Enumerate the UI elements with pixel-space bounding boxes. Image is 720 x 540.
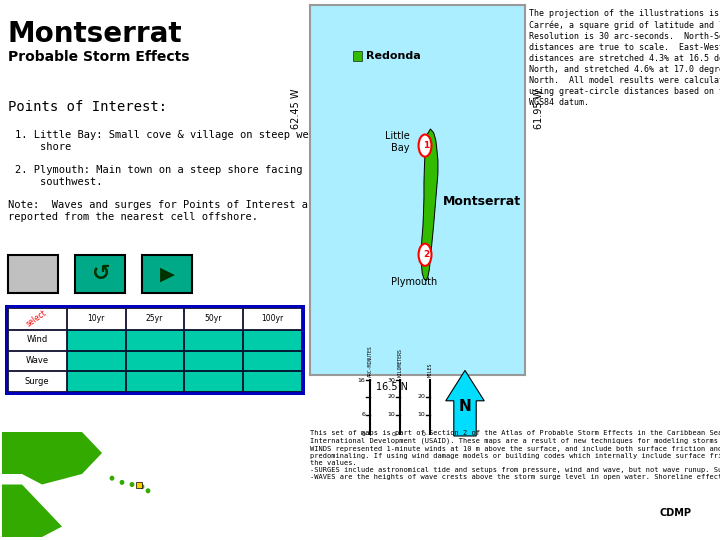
Text: 17.0 N: 17.0 N <box>376 0 408 1</box>
Text: Wave: Wave <box>25 356 48 365</box>
Text: Wind: Wind <box>26 335 48 345</box>
Text: Montserrat: Montserrat <box>8 20 183 48</box>
Text: Little
Bay: Little Bay <box>385 131 410 153</box>
Text: ▶: ▶ <box>160 265 174 284</box>
Text: MILES: MILES <box>428 363 433 377</box>
Bar <box>5 305 305 395</box>
Text: Probable Storm Effects: Probable Storm Effects <box>8 50 189 64</box>
FancyArrow shape <box>446 370 485 436</box>
Bar <box>243 330 301 350</box>
Text: 6: 6 <box>361 413 365 417</box>
Text: 10yr: 10yr <box>87 314 104 323</box>
Text: 16.5 N: 16.5 N <box>376 382 408 392</box>
Bar <box>8 255 58 293</box>
Text: 16: 16 <box>357 377 365 382</box>
Bar <box>142 255 192 293</box>
Text: 2: 2 <box>423 250 429 259</box>
Text: Montserrat: Montserrat <box>444 194 521 207</box>
Circle shape <box>130 482 135 487</box>
Text: CDMP: CDMP <box>659 508 691 517</box>
Text: 0: 0 <box>391 433 395 437</box>
Bar <box>67 308 125 329</box>
Text: 1. Little Bay: Small cove & village on steep western
    shore: 1. Little Bay: Small cove & village on s… <box>15 130 340 152</box>
Text: Surge: Surge <box>24 377 49 386</box>
Bar <box>125 308 184 329</box>
Text: N: N <box>459 399 472 414</box>
Text: 2. Plymouth: Main town on a steep shore facing
    southwest.: 2. Plymouth: Main town on a steep shore … <box>15 165 302 187</box>
Text: The projection of the illustrations is Plate
Carrée, a square grid of latitude a: The projection of the illustrations is P… <box>529 9 720 107</box>
Text: ARC-MINUTES: ARC-MINUTES <box>367 346 372 377</box>
Bar <box>243 372 301 391</box>
Circle shape <box>418 134 431 157</box>
Bar <box>125 372 184 391</box>
Text: Redonda: Redonda <box>366 51 420 61</box>
Text: 25yr: 25yr <box>146 314 163 323</box>
Text: 10: 10 <box>418 413 425 417</box>
Circle shape <box>140 484 145 489</box>
Bar <box>8 330 66 350</box>
Circle shape <box>120 480 125 485</box>
Circle shape <box>145 488 150 494</box>
Bar <box>8 308 66 329</box>
Text: 50yr: 50yr <box>204 314 222 323</box>
Text: KILOMETERS: KILOMETERS <box>397 348 402 377</box>
Bar <box>75 255 125 293</box>
Text: Plymouth: Plymouth <box>391 277 438 287</box>
Bar <box>184 330 242 350</box>
Bar <box>125 350 184 370</box>
Text: 62.45 W: 62.45 W <box>292 89 302 129</box>
Text: 61.95 W: 61.95 W <box>534 89 544 129</box>
Text: 20: 20 <box>417 395 425 400</box>
Text: Points of Interest:: Points of Interest: <box>8 100 167 114</box>
Text: select: select <box>25 308 49 329</box>
Bar <box>243 308 301 329</box>
Bar <box>67 350 125 370</box>
Bar <box>8 372 66 391</box>
Text: 0: 0 <box>361 433 365 437</box>
Bar <box>136 482 142 488</box>
Text: 0: 0 <box>421 433 425 437</box>
Bar <box>67 372 125 391</box>
Bar <box>8 350 66 370</box>
Text: Note:  Waves and surges for Points of Interest are
reported from the nearest cel: Note: Waves and surges for Points of Int… <box>8 200 320 221</box>
Bar <box>67 330 125 350</box>
Text: 100yr: 100yr <box>261 314 283 323</box>
Bar <box>125 330 184 350</box>
Polygon shape <box>421 129 438 281</box>
Text: 1: 1 <box>423 141 429 150</box>
Polygon shape <box>2 484 62 537</box>
Bar <box>353 51 361 60</box>
Circle shape <box>109 476 114 481</box>
Bar <box>184 308 242 329</box>
Text: 10: 10 <box>387 413 395 417</box>
Bar <box>184 372 242 391</box>
Bar <box>243 350 301 370</box>
Polygon shape <box>2 432 102 484</box>
Circle shape <box>418 244 431 266</box>
Text: 30: 30 <box>387 377 395 382</box>
Text: 20: 20 <box>387 395 395 400</box>
Text: This set of maps is part of Section 2 of the Atlas of Probable Storm Effects in : This set of maps is part of Section 2 of… <box>310 430 720 481</box>
Bar <box>184 350 242 370</box>
Text: ↺: ↺ <box>91 264 109 284</box>
